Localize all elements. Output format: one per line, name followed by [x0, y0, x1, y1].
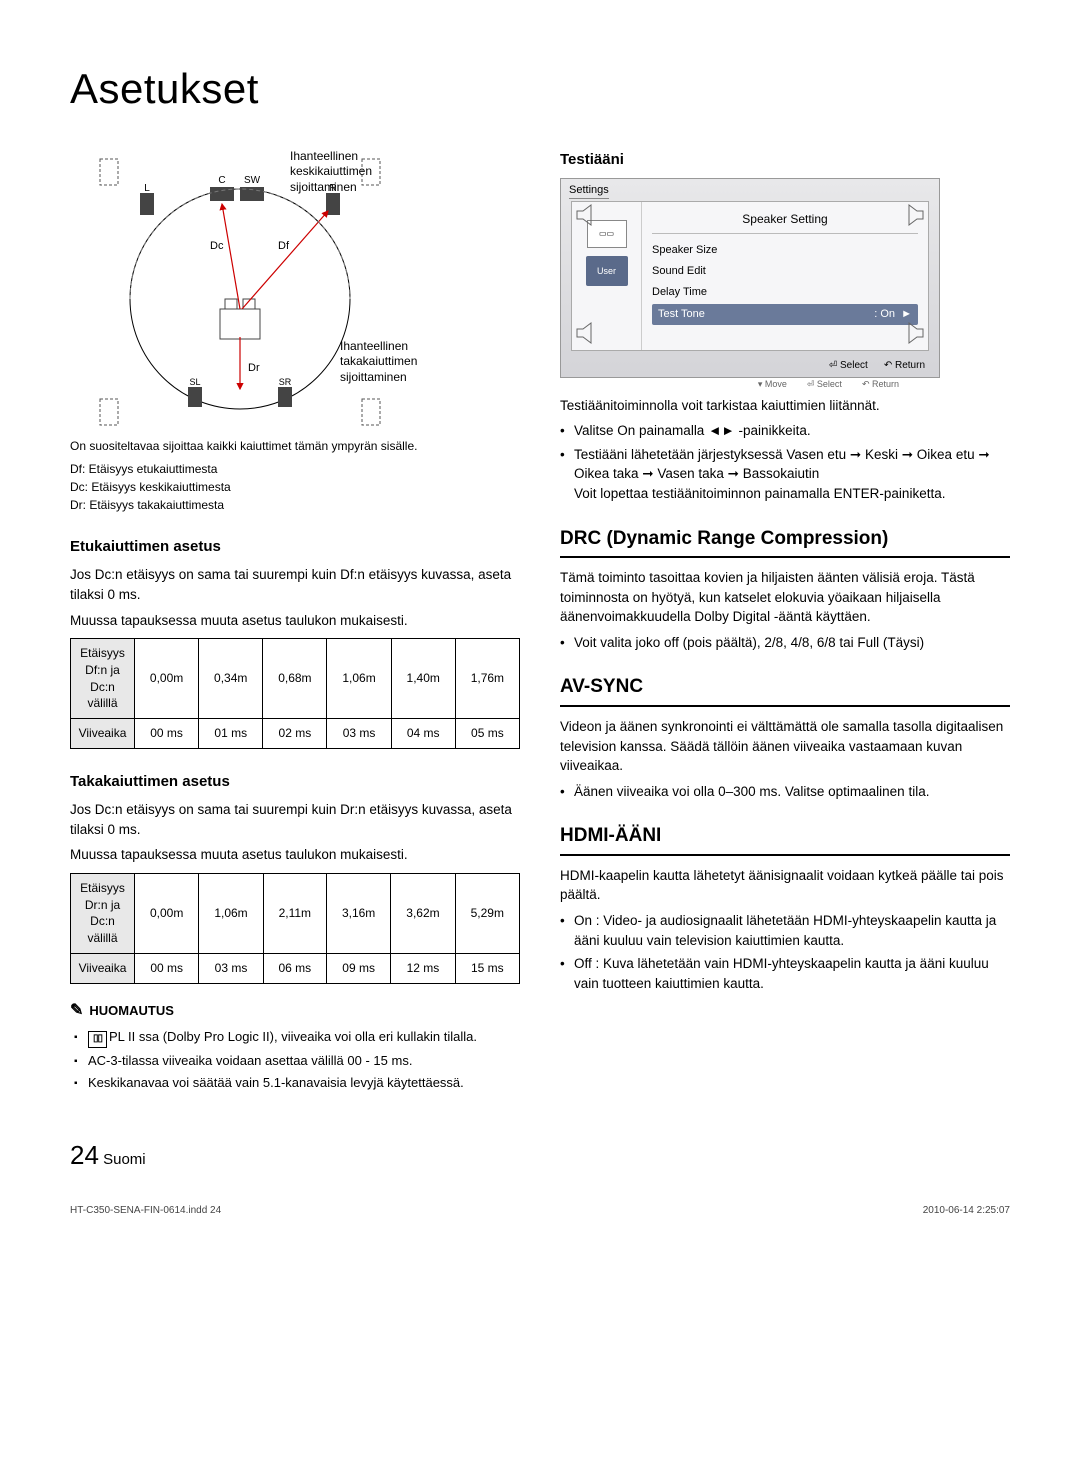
dolby-icon: ▯▯ — [88, 1031, 107, 1048]
diagram-defs: Df: Etäisyys etukaiuttimesta Dc: Etäisyy… — [70, 460, 520, 514]
cell: 15 ms — [455, 953, 519, 983]
cell: 5,29m — [455, 873, 519, 953]
testtone-p1: Testiäänitoiminnolla voit tarkistaa kaiu… — [560, 396, 1010, 416]
cell: 04 ms — [391, 719, 455, 749]
cell: 02 ms — [263, 719, 327, 749]
sel-value: : On — [874, 308, 895, 320]
footer2-move: ▾ Move — [758, 378, 787, 391]
panel-user-badge: User — [586, 256, 628, 286]
speaker-icon — [901, 203, 927, 229]
speaker-diagram: C SW L R SL SR — [70, 149, 450, 429]
left-column: C SW L R SL SR — [70, 149, 520, 1098]
note-item: ▯▯PL II ssa (Dolby Pro Logic II), viivea… — [74, 1028, 520, 1048]
hdmi-b1: On : Video- ja audiosignaalit lähetetään… — [560, 911, 1010, 950]
cell: 2,11m — [263, 873, 326, 953]
speaker-icon — [573, 203, 599, 229]
right-column: Testiääni Settings ▭▭ User Speaker Setti… — [560, 149, 1010, 1098]
drc-heading: DRC (Dynamic Range Compression) — [560, 526, 1010, 559]
rear-p2: Muussa tapauksessa muuta asetus taulukon… — [70, 845, 520, 865]
cell: 1,40m — [391, 639, 455, 719]
panel-row[interactable]: Delay Time — [652, 282, 918, 303]
note-item: Keskikanavaa voi säätää vain 5.1-kanavai… — [74, 1074, 520, 1093]
diagram-caption: On suositeltavaa sijoittaa kaikki kaiutt… — [70, 439, 520, 455]
page-title: Asetukset — [70, 60, 1010, 119]
svg-text:Df: Df — [278, 240, 290, 252]
def-df: Df: Etäisyys etukaiuttimesta — [70, 460, 520, 478]
rear-heading: Takakaiuttimen asetus — [70, 771, 520, 792]
drc-p1: Tämä toiminto tasoittaa kovien ja hiljai… — [560, 568, 1010, 627]
testtone-b1: Valitse On painamalla ◄► -painikkeita. — [560, 421, 1010, 441]
diagram-label-top: Ihanteellinen keskikaiuttimen sijoittami… — [290, 149, 440, 196]
avsync-p1: Videon ja äänen synkronointi ei välttämä… — [560, 717, 1010, 776]
rear-table: Etäisyys Dr:n ja Dc:n välillä 0,00m 1,06… — [70, 873, 520, 984]
front-row2-label: Viiveaika — [71, 719, 135, 749]
panel-tab: Settings — [569, 183, 609, 199]
cell: 1,76m — [455, 639, 519, 719]
cell: 00 ms — [135, 719, 199, 749]
speaker-icon — [901, 321, 927, 347]
footer-left: HT-C350-SENA-FIN-0614.indd 24 — [70, 1204, 221, 1218]
footer2-select: ⏎ Select — [807, 378, 842, 391]
note-block: ✎ HUOMAUTUS ▯▯PL II ssa (Dolby Pro Logic… — [70, 1000, 520, 1094]
cell: 3,62m — [391, 873, 455, 953]
cell: 1,06m — [199, 873, 263, 953]
speaker-icon — [573, 321, 599, 347]
front-p2: Muussa tapauksessa muuta asetus taulukon… — [70, 611, 520, 631]
cell: 06 ms — [263, 953, 326, 983]
cell: 00 ms — [135, 953, 199, 983]
note-heading: HUOMAUTUS — [89, 1002, 174, 1020]
testtone-b2: Testiääni lähetetään järjestyksessä Vase… — [560, 445, 1010, 504]
note-item: AC-3-tilassa viiveaika voidaan asettaa v… — [74, 1052, 520, 1071]
cell: 1,06m — [327, 639, 391, 719]
panel-row[interactable]: Sound Edit — [652, 261, 918, 282]
sel-label: Test Tone — [658, 307, 705, 322]
cell: 0,00m — [135, 873, 199, 953]
panel-row-selected[interactable]: Test Tone : On ► — [652, 304, 918, 325]
cell: 01 ms — [199, 719, 263, 749]
svg-text:Dr: Dr — [248, 362, 260, 374]
settings-panel: Settings ▭▭ User Speaker Setting Speaker… — [560, 178, 940, 378]
cell: 12 ms — [391, 953, 455, 983]
cell: 0,68m — [263, 639, 327, 719]
rear-row1-label: Etäisyys Dr:n ja Dc:n välillä — [71, 873, 135, 953]
panel-title: Speaker Setting — [652, 208, 918, 234]
rear-row2-label: Viiveaika — [71, 953, 135, 983]
cell: 05 ms — [455, 719, 519, 749]
svg-text:C: C — [218, 175, 225, 186]
rear-p1: Jos Dc:n etäisyys on sama tai suurempi k… — [70, 800, 520, 839]
svg-text:L: L — [144, 183, 150, 194]
svg-text:SR: SR — [279, 377, 292, 387]
footer2-return: ↶ Return — [862, 378, 899, 391]
svg-text:SL: SL — [189, 377, 200, 387]
front-heading: Etukaiuttimen asetus — [70, 536, 520, 557]
svg-text:SW: SW — [244, 175, 261, 186]
cell: 3,16m — [326, 873, 390, 953]
note-icon: ✎ — [70, 1000, 83, 1022]
panel-row[interactable]: Speaker Size — [652, 240, 918, 261]
print-footer: HT-C350-SENA-FIN-0614.indd 24 2010-06-14… — [70, 1204, 1010, 1218]
cell: 09 ms — [326, 953, 390, 983]
page-number: 24 Suomi — [70, 1137, 1010, 1173]
hdmi-heading: HDMI-ÄÄNI — [560, 823, 1010, 856]
svg-text:Dc: Dc — [210, 240, 224, 252]
front-table: Etäisyys Df:n ja Dc:n välillä 0,00m 0,34… — [70, 638, 520, 749]
avsync-b1: Äänen viiveaika voi olla 0–300 ms. Valit… — [560, 782, 1010, 802]
footer-select[interactable]: ⏎ Select — [829, 359, 868, 373]
avsync-heading: AV-SYNC — [560, 674, 1010, 707]
cell: 03 ms — [327, 719, 391, 749]
footer-return[interactable]: ↶ Return — [884, 359, 925, 373]
testtone-heading: Testiääni — [560, 149, 1010, 170]
hdmi-p1: HDMI-kaapelin kautta lähetetyt äänisigna… — [560, 866, 1010, 905]
front-row1-label: Etäisyys Df:n ja Dc:n välillä — [71, 639, 135, 719]
cell: 03 ms — [199, 953, 263, 983]
cell: 0,34m — [199, 639, 263, 719]
footer-right: 2010-06-14 2:25:07 — [923, 1204, 1010, 1218]
def-dr: Dr: Etäisyys takakaiuttimesta — [70, 496, 520, 514]
diagram-label-bottom: Ihanteellinen takakaiuttimen sijoittamin… — [340, 339, 450, 386]
cell: 0,00m — [135, 639, 199, 719]
front-p1: Jos Dc:n etäisyys on sama tai suurempi k… — [70, 565, 520, 604]
hdmi-b2: Off : Kuva lähetetään vain HDMI-yhteyska… — [560, 954, 1010, 993]
drc-b1: Voit valita joko off (pois päältä), 2/8,… — [560, 633, 1010, 653]
def-dc: Dc: Etäisyys keskikaiuttimesta — [70, 478, 520, 496]
